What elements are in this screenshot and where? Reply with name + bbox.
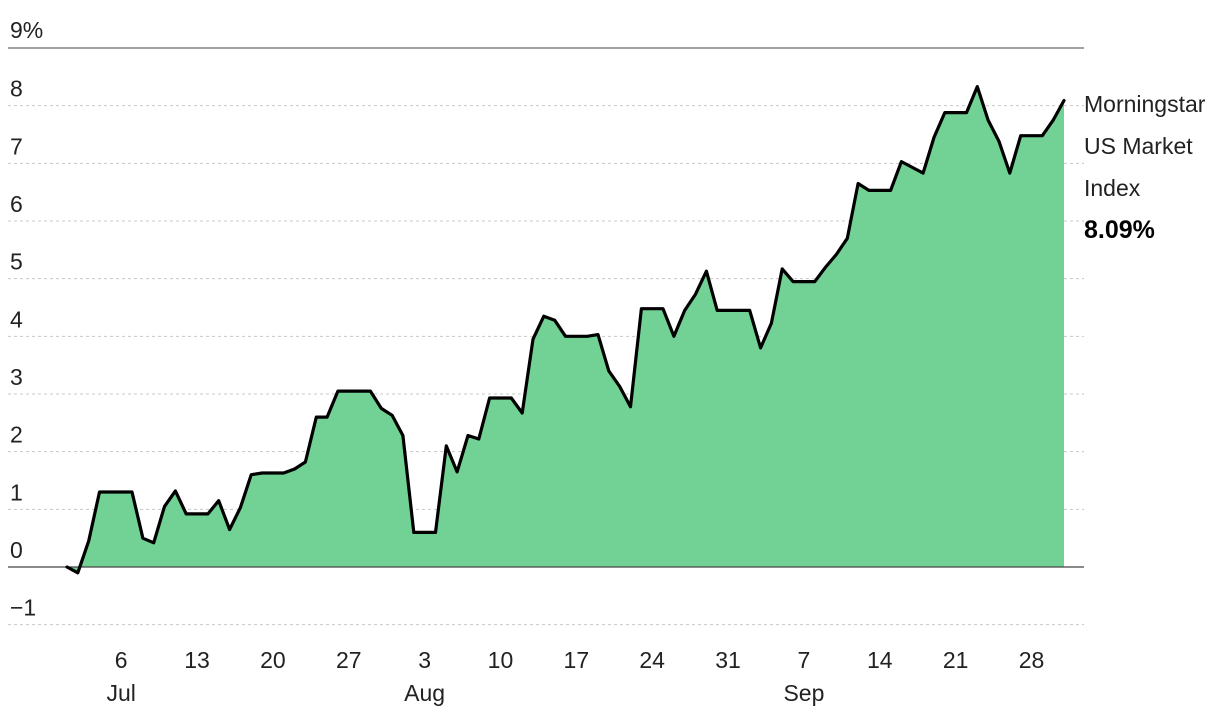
legend-line-3: Index (1084, 175, 1141, 201)
x-tick-label: 17 (564, 647, 590, 673)
y-tick-label: 7 (10, 133, 23, 159)
x-tick-label: 13 (184, 647, 210, 673)
x-tick-label: 14 (867, 647, 893, 673)
x-month-label: Sep (783, 680, 824, 706)
x-tick-label: 28 (1019, 647, 1045, 673)
y-tick-label: 0 (10, 537, 23, 563)
y-tick-label: −1 (10, 595, 36, 621)
x-tick-label: 21 (943, 647, 969, 673)
y-tick-label: 6 (10, 191, 23, 217)
line-layer (65, 84, 1066, 575)
y-tick-label: 2 (10, 422, 23, 448)
x-tick-label: 27 (336, 647, 362, 673)
y-axis-ticks: 9% 8 7 6 5 4 3 2 1 0 −1 (10, 17, 43, 621)
x-tick-label: 31 (715, 647, 741, 673)
y-tick-label: 5 (10, 249, 23, 275)
legend-value: 8.09% (1084, 216, 1155, 244)
y-tick-label: 3 (10, 364, 23, 390)
legend-line-1: Morningstar (1084, 91, 1206, 117)
series-area (67, 86, 1064, 573)
x-tick-label: 6 (115, 647, 128, 673)
x-tick-label: 20 (260, 647, 286, 673)
y-tick-label: 8 (10, 76, 23, 102)
x-tick-label: 7 (798, 647, 811, 673)
x-tick-label: 3 (418, 647, 431, 673)
series-line (65, 84, 1066, 575)
y-tick-label: 1 (10, 479, 23, 505)
x-axis-ticks: 6 13 20 27 3 10 17 24 31 7 14 21 28 Jul Aug Sep (106, 647, 1044, 706)
x-month-label: Aug (404, 680, 445, 706)
area-layer (8, 86, 1084, 573)
x-month-label: Jul (106, 680, 135, 706)
series-legend: Morningstar US Market Index 8.09% (1084, 91, 1206, 244)
legend-line-2: US Market (1084, 133, 1193, 159)
x-tick-label: 10 (488, 647, 514, 673)
y-tick-label: 4 (10, 306, 23, 332)
x-tick-label: 24 (639, 647, 665, 673)
y-tick-label-top: 9% (10, 17, 43, 43)
